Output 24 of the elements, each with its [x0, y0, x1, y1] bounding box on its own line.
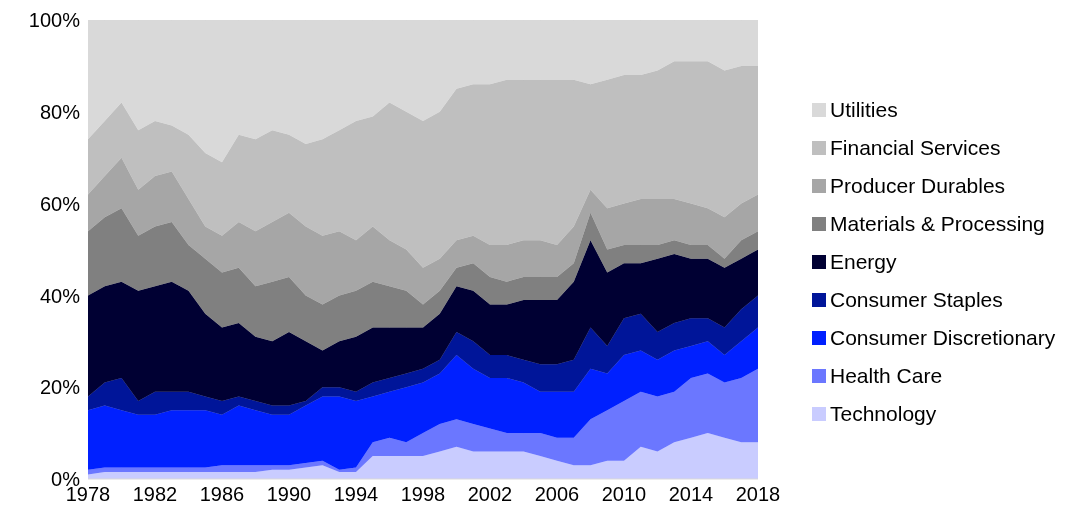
legend-label: Producer Durables — [830, 173, 1006, 198]
x-tick-label: 1982 — [132, 483, 178, 506]
y-tick-label: 80% — [39, 100, 81, 123]
x-tick-label: 2014 — [668, 483, 714, 506]
x-tick-label: 1998 — [400, 483, 446, 506]
x-tick-label: 2010 — [601, 483, 647, 506]
legend-label: Health Care — [830, 363, 943, 388]
x-tick-label: 2018 — [735, 483, 781, 506]
y-tick-label: 100% — [28, 9, 81, 32]
legend-label: Energy — [830, 249, 897, 274]
legend-label: Financial Services — [830, 135, 1001, 160]
y-tick-label: 40% — [39, 284, 81, 307]
y-tick-label: 60% — [39, 192, 81, 215]
x-tick-label: 1986 — [199, 483, 245, 506]
legend-label: Consumer Staples — [830, 287, 1003, 312]
legend-label: Technology — [830, 401, 937, 426]
x-tick-label: 2002 — [467, 483, 513, 506]
x-tick-label: 2006 — [534, 483, 580, 506]
x-tick-label: 1994 — [333, 483, 379, 506]
y-tick-label: 20% — [39, 376, 81, 399]
x-tick-label: 1990 — [266, 483, 312, 506]
legend-label: Consumer Discretionary — [830, 325, 1056, 350]
legend-label: Materials & Processing — [830, 211, 1045, 236]
legend-label: Utilities — [830, 97, 898, 122]
